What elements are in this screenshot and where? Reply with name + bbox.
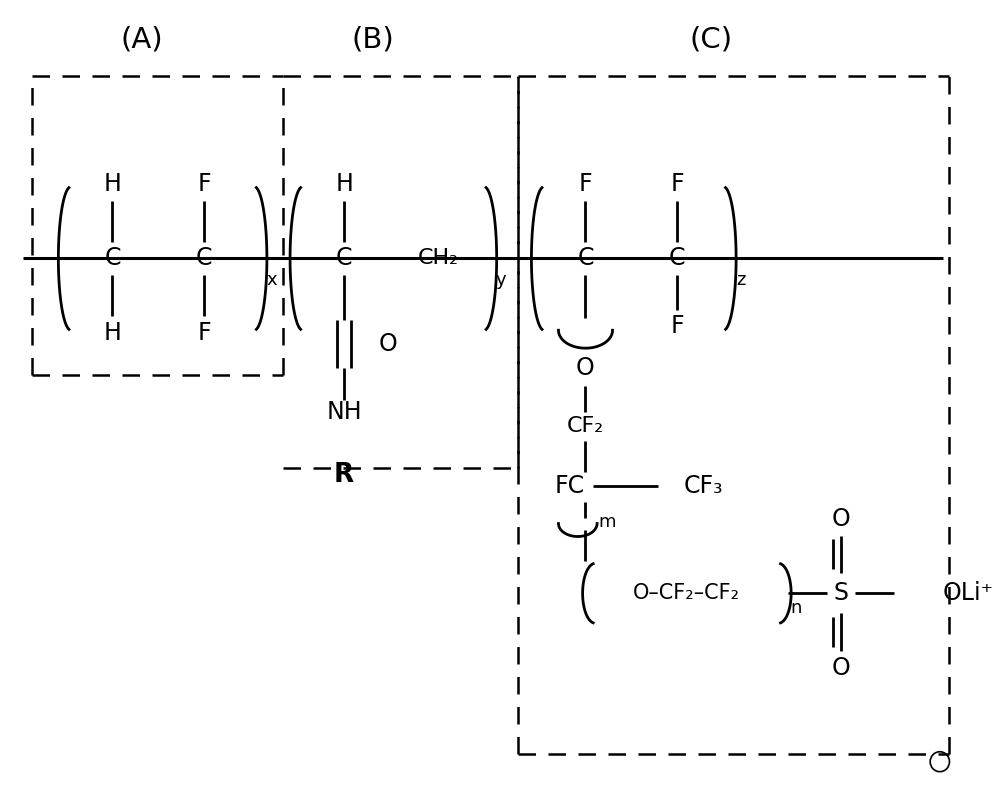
Text: x: x bbox=[266, 271, 277, 289]
Text: H: H bbox=[103, 172, 121, 196]
Text: F: F bbox=[670, 172, 684, 196]
Text: n: n bbox=[790, 600, 802, 617]
Text: S: S bbox=[834, 581, 849, 605]
Text: C: C bbox=[104, 247, 121, 270]
Text: O: O bbox=[378, 332, 397, 356]
Text: C: C bbox=[577, 247, 594, 270]
Text: (B): (B) bbox=[352, 25, 394, 53]
Text: CF₂: CF₂ bbox=[567, 416, 604, 436]
Text: C: C bbox=[336, 247, 352, 270]
Text: OLi⁺: OLi⁺ bbox=[943, 581, 994, 605]
Text: CH₂: CH₂ bbox=[417, 248, 458, 269]
Text: CF₃: CF₃ bbox=[684, 473, 724, 498]
Text: NH: NH bbox=[326, 400, 362, 424]
Text: F: F bbox=[197, 172, 211, 196]
Text: F: F bbox=[670, 314, 684, 339]
Text: C: C bbox=[196, 247, 212, 270]
Text: O: O bbox=[832, 656, 851, 680]
Text: (A): (A) bbox=[120, 25, 163, 53]
Text: m: m bbox=[598, 512, 615, 531]
Text: R: R bbox=[334, 462, 354, 488]
Text: y: y bbox=[495, 271, 506, 289]
Text: F: F bbox=[197, 321, 211, 345]
Text: C: C bbox=[669, 247, 685, 270]
Text: F: F bbox=[579, 172, 592, 196]
Text: O: O bbox=[576, 356, 595, 380]
Text: O: O bbox=[832, 507, 851, 531]
Text: O–CF₂–CF₂: O–CF₂–CF₂ bbox=[633, 584, 740, 603]
Text: (C): (C) bbox=[689, 25, 733, 53]
Text: z: z bbox=[736, 271, 746, 289]
Text: H: H bbox=[335, 172, 353, 196]
Text: FC: FC bbox=[554, 473, 585, 498]
Text: H: H bbox=[103, 321, 121, 345]
